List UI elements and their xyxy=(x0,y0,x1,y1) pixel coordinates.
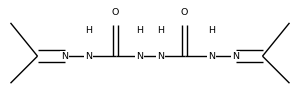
Text: H: H xyxy=(136,26,143,35)
Text: H: H xyxy=(157,26,164,35)
Text: N: N xyxy=(61,52,68,61)
Text: H: H xyxy=(85,26,92,35)
Text: N: N xyxy=(157,52,164,61)
Text: O: O xyxy=(112,8,119,17)
Text: N: N xyxy=(232,52,239,61)
Text: H: H xyxy=(208,26,215,35)
Text: N: N xyxy=(136,52,143,61)
Text: N: N xyxy=(85,52,92,61)
Text: N: N xyxy=(208,52,215,61)
Text: O: O xyxy=(181,8,188,17)
